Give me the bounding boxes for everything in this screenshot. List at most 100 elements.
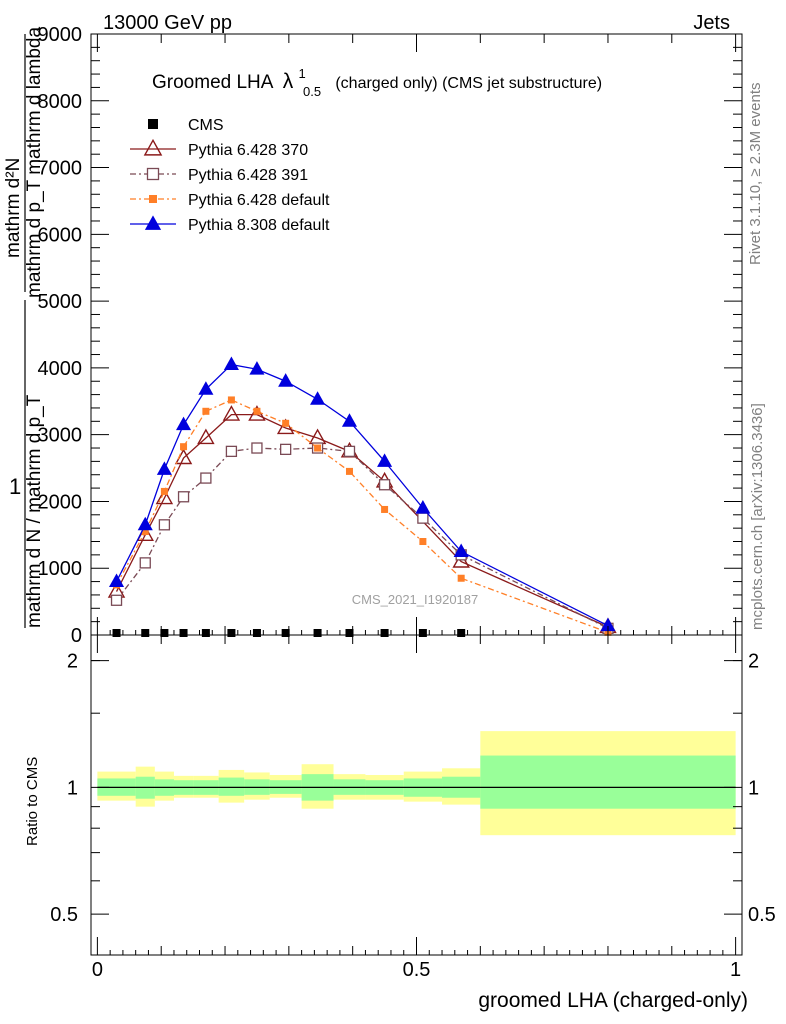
point-cms-1 bbox=[141, 629, 150, 637]
point-p370-4 bbox=[197, 428, 215, 445]
point-p6def-10 bbox=[381, 505, 389, 513]
ratio-tick-label-right-1: 1 bbox=[748, 777, 759, 799]
point-p6def-11 bbox=[419, 538, 427, 546]
point-p8def-8 bbox=[310, 391, 326, 405]
point-p391-5 bbox=[225, 445, 238, 458]
title-sub: 0.5 bbox=[303, 84, 321, 99]
point-p6def-9 bbox=[345, 467, 353, 475]
point-p8def-13 bbox=[600, 617, 616, 632]
point-p370-5 bbox=[222, 405, 241, 421]
point-p391-4 bbox=[200, 472, 212, 484]
point-p370-2 bbox=[155, 488, 174, 505]
legend-marker-p370 bbox=[143, 138, 163, 156]
point-p6def-8 bbox=[314, 444, 322, 452]
point-cms-5 bbox=[227, 629, 236, 637]
main-series bbox=[107, 356, 617, 637]
point-p6def-3 bbox=[180, 443, 188, 451]
legend-label-cms: CMS bbox=[188, 117, 224, 134]
legend-entry-p370: Pythia 6.428 370 bbox=[130, 138, 308, 159]
legend-entry-cms: CMS bbox=[148, 117, 224, 134]
legend-entry-p391: Pythia 6.428 391 bbox=[130, 167, 308, 184]
analysis-watermark: CMS_2021_I1920187 bbox=[352, 592, 479, 607]
y-tick-label-6: 7000 bbox=[38, 158, 83, 180]
series-p8def bbox=[108, 356, 616, 632]
point-p8def-6 bbox=[249, 361, 265, 375]
point-p391-7 bbox=[280, 443, 292, 456]
series-line-p391 bbox=[116, 447, 609, 629]
legend-entry-p8def: Pythia 8.308 default bbox=[130, 215, 330, 234]
point-cms-3 bbox=[179, 629, 188, 637]
title-lambda: λ bbox=[283, 70, 294, 93]
plot-title: Groomed LHA λ 1 0.5 (charged only) (CMS … bbox=[152, 62, 602, 101]
ratio-tick-label-right-0: 0.5 bbox=[748, 904, 776, 926]
y-label-num-bottom: mathrm d p_T mathrm d lambda bbox=[24, 27, 45, 298]
point-p6def-6 bbox=[253, 407, 261, 415]
point-p6def-4 bbox=[202, 407, 210, 415]
point-p8def-0 bbox=[108, 573, 125, 588]
point-p391-0 bbox=[110, 594, 123, 606]
point-p8def-2 bbox=[156, 461, 172, 475]
point-p6def-1 bbox=[141, 527, 149, 535]
y-tick-label-zero: 0 bbox=[71, 625, 82, 647]
point-cms-7 bbox=[281, 629, 290, 637]
x-tick-label-1: 0.5 bbox=[403, 959, 431, 981]
point-p6def-12 bbox=[457, 574, 465, 582]
point-p391-3 bbox=[177, 491, 190, 503]
y-label-den-top: mathrm d N / mathrm d p_T bbox=[24, 394, 45, 628]
point-p8def-3 bbox=[176, 416, 192, 431]
ratio-tick-label-left-2: 2 bbox=[67, 651, 78, 673]
ticks bbox=[91, 33, 742, 956]
point-cms-11 bbox=[418, 629, 427, 637]
ratio-y-label: Ratio to CMS bbox=[24, 757, 41, 846]
point-p6def-5 bbox=[227, 396, 235, 404]
y-tick-label-0: 1000 bbox=[38, 558, 83, 580]
point-cms-9 bbox=[345, 629, 354, 637]
rivet-label: Rivet 3.1.10, ≥ 2.3M events bbox=[747, 83, 764, 266]
y-label-one: 1 bbox=[9, 474, 21, 499]
point-cms-4 bbox=[201, 629, 210, 637]
legend: CMS Pythia 6.428 370 Pythia 6.428 391 Pythi… bbox=[130, 117, 330, 234]
ratio-tick-label-left-1: 1 bbox=[67, 777, 78, 799]
series-line-p6def bbox=[115, 399, 609, 633]
point-p8def-11 bbox=[415, 500, 431, 514]
y-tick-label-1: 2000 bbox=[38, 491, 83, 513]
point-p8def-12 bbox=[453, 543, 469, 557]
point-p391-11 bbox=[417, 512, 429, 524]
legend-marker-p6def bbox=[149, 195, 157, 203]
legend-marker-p391 bbox=[146, 167, 160, 181]
legend-marker-p8def bbox=[144, 215, 162, 230]
y-tick-label-4: 5000 bbox=[38, 291, 83, 313]
energy-label: 13000 GeV pp bbox=[103, 12, 232, 34]
point-p391-2 bbox=[158, 519, 171, 531]
series-line-p8def bbox=[115, 363, 609, 627]
tick-labels: 0 0.5 1 0 1000 2000 3000 4000 5000 6000 7000 8000 90… bbox=[38, 24, 776, 981]
point-p391-9 bbox=[343, 445, 356, 458]
point-cms-8 bbox=[313, 629, 322, 637]
point-p8def-9 bbox=[341, 413, 358, 427]
series-p6def bbox=[113, 396, 612, 636]
legend-label-p8def: Pythia 8.308 default bbox=[188, 217, 330, 234]
point-p8def-10 bbox=[377, 453, 393, 467]
ratio-tick-label-left-0: 0.5 bbox=[50, 904, 78, 926]
title-main: Groomed LHA bbox=[152, 72, 274, 93]
series-cms bbox=[112, 629, 466, 637]
point-cms-0 bbox=[112, 629, 121, 637]
x-tick-label-2: 1 bbox=[730, 959, 741, 981]
y-axis-label: mathrm d²N mathrm d p_T mathrm d lambda … bbox=[3, 27, 45, 628]
point-p391-10 bbox=[378, 479, 391, 491]
process-label: Jets bbox=[693, 12, 730, 34]
y-tick-label-5: 6000 bbox=[38, 224, 83, 246]
title-sup: 1 bbox=[298, 66, 305, 81]
point-p8def-5 bbox=[223, 356, 239, 371]
legend-marker-cms bbox=[148, 119, 158, 129]
point-p391-1 bbox=[139, 557, 151, 569]
point-cms-2 bbox=[160, 629, 169, 637]
y-tick-label-3: 4000 bbox=[38, 358, 83, 380]
point-p8def-1 bbox=[137, 516, 153, 531]
point-p6def-7 bbox=[282, 419, 290, 427]
point-p8def-4 bbox=[198, 381, 214, 395]
ratio-band-inner-13 bbox=[480, 755, 736, 809]
legend-label-p391: Pythia 6.428 391 bbox=[188, 167, 308, 184]
point-p8def-7 bbox=[278, 373, 294, 387]
